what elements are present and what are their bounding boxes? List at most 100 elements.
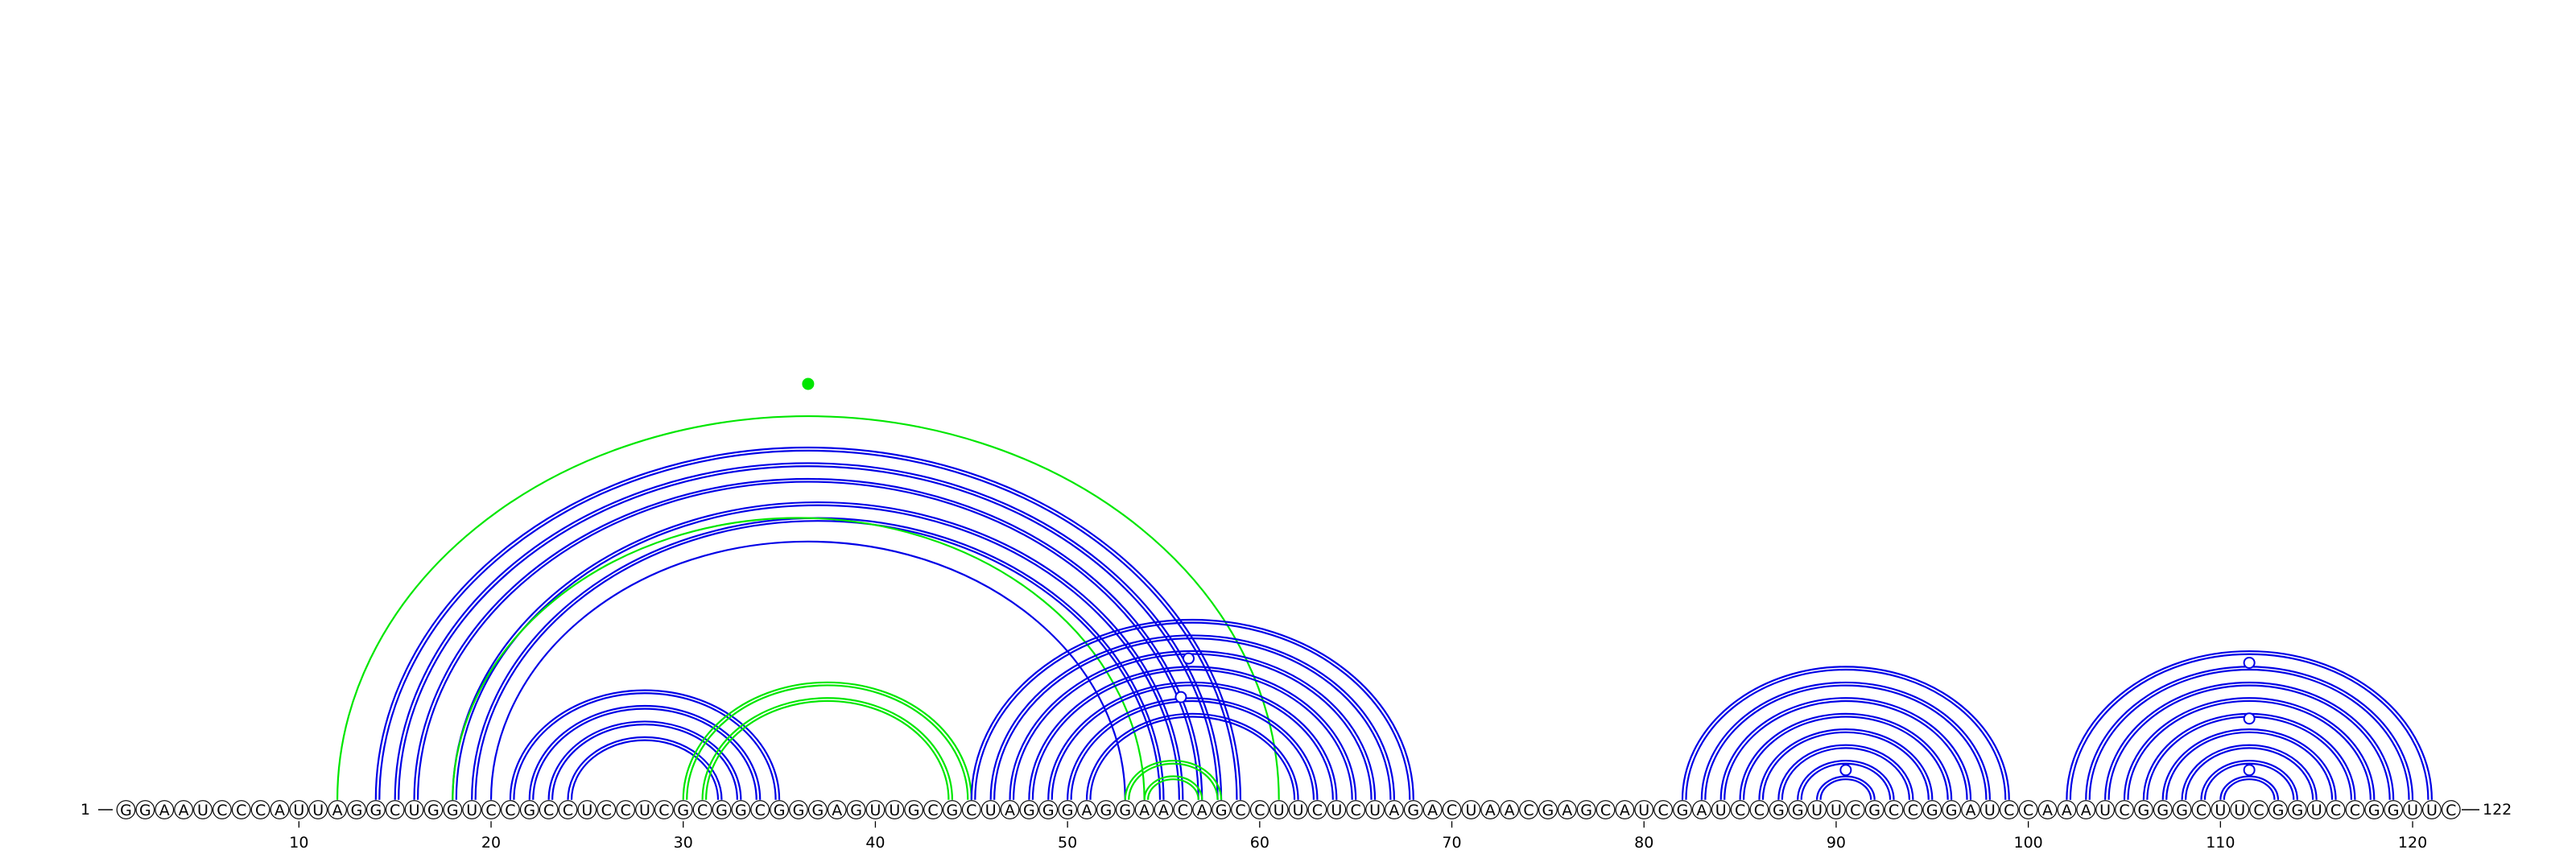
nucleotide-104: U (2099, 802, 2111, 819)
base-pair-arc-31-44 (701, 697, 954, 800)
nucleotide-circle-64 (1327, 800, 1347, 819)
nucleotide-114: G (2291, 802, 2303, 819)
nucleotide-64: U (1331, 802, 1342, 819)
nucleotide-38: A (832, 802, 842, 819)
nucleotide-121: U (2426, 802, 2438, 819)
nucleotide-circle-112 (2249, 800, 2268, 819)
nucleotide-circle-37 (807, 800, 828, 819)
nucleotide-circle-108 (2172, 800, 2192, 819)
nucleotide-circle-29 (654, 800, 674, 819)
nucleotide-circle-12 (328, 800, 347, 819)
nucleotide-30: G (677, 802, 689, 819)
nucleotide-circle-78 (1596, 800, 1616, 819)
nucleotide-48: G (1023, 802, 1035, 819)
nucleotide-52: G (1100, 802, 1113, 819)
tick-label-110: 110 (2206, 834, 2235, 852)
nucleotide-circle-109 (2191, 800, 2211, 819)
nucleotide-circle-76 (1557, 800, 1577, 819)
nucleotide-circle-54 (1134, 800, 1154, 819)
nucleotide-circle-21 (501, 800, 520, 819)
nucleotide-14: G (369, 802, 382, 819)
nucleotide-circle-81 (1653, 800, 1674, 819)
arc-marker-4 (1839, 764, 1852, 777)
nucleotide-39: G (850, 802, 862, 819)
nucleotide-15: C (390, 802, 400, 819)
nucleotide-circle-59 (1231, 800, 1250, 819)
nucleotide-circle-6 (212, 800, 232, 819)
nucleotide-circle-93 (1884, 800, 1904, 819)
base-pair-arc-82-99 (1681, 666, 2010, 800)
nucleotide-65: C (1351, 802, 1361, 819)
base-pair-arc-107-116 (2161, 728, 2337, 800)
nucleotide-circle-31 (692, 800, 712, 819)
nucleotide-102: A (2062, 802, 2072, 819)
nucleotide-108: G (2176, 802, 2188, 819)
nucleotide-35: G (774, 802, 786, 819)
base-pair-arc-110-113-inner (2223, 778, 2276, 800)
nucleotide-circle-77 (1576, 800, 1596, 819)
nucleotide-5: U (197, 802, 208, 819)
base-pair-arc-89-92 (1815, 775, 1876, 800)
nucleotide-116: C (2330, 802, 2341, 819)
nucleotide-40: U (869, 802, 881, 819)
nucleotide-circle-11 (308, 800, 328, 819)
nucleotide-circle-17 (423, 800, 444, 819)
nucleotide-21: C (505, 802, 515, 819)
nucleotide-circle-110 (2211, 800, 2231, 819)
base-pair-arc-110-113 (2219, 775, 2280, 800)
base-pair-arc-103-120-inner (2088, 668, 2410, 800)
nucleotide-77: G (1580, 802, 1592, 819)
nucleotide-circle-48 (1019, 800, 1039, 819)
base-pair-arc-23-33-inner (551, 724, 738, 800)
nucleotide-circle-50 (1058, 800, 1078, 819)
nucleotide-109: C (2196, 802, 2207, 819)
base-pair-arc-47-66 (1009, 650, 1377, 800)
nucleotide-122: C (2446, 802, 2456, 819)
nucleotide-59: C (1235, 802, 1245, 819)
nucleotide-circle-106 (2133, 800, 2153, 819)
nucleotide-19: U (466, 802, 477, 819)
nucleotide-circle-88 (1788, 800, 1808, 819)
base-pair-arc-86-95-inner (1761, 731, 1930, 800)
nucleotide-circle-74 (1519, 800, 1538, 819)
nucleotide-86: C (1754, 802, 1765, 819)
nucleotide-circle-116 (2326, 800, 2346, 819)
nucleotide-120: U (2407, 802, 2418, 819)
nucleotide-56: C (1178, 802, 1188, 819)
nucleotide-circle-26 (597, 800, 617, 819)
nucleotide-circle-63 (1307, 800, 1327, 819)
nucleotide-34: C (755, 802, 766, 819)
nucleotide-10: U (293, 802, 304, 819)
nucleotide-68: G (1407, 802, 1419, 819)
nucleotide-82: G (1677, 802, 1689, 819)
nucleotide-37: G (811, 802, 824, 819)
nucleotide-circle-107 (2153, 800, 2173, 819)
nucleotide-circle-89 (1807, 800, 1827, 819)
nucleotide-89: U (1811, 802, 1823, 819)
nucleotide-circle-83 (1691, 800, 1711, 819)
nucleotide-12: A (332, 802, 343, 819)
nucleotide-circle-95 (1922, 800, 1942, 819)
nucleotide-117: C (2350, 802, 2360, 819)
tick-label-100: 100 (2013, 834, 2042, 852)
nucleotide-circle-94 (1903, 800, 1923, 819)
nucleotide-circle-118 (2364, 800, 2384, 819)
nucleotide-85: C (1735, 802, 1745, 819)
base-pair-arc-105-118-inner (2127, 699, 2372, 800)
nucleotide-circle-36 (789, 800, 808, 819)
nucleotide-circle-51 (1077, 800, 1096, 819)
nucleotide-circle-1 (116, 800, 136, 819)
nucleotide-96: G (1946, 802, 1958, 819)
nucleotide-circle-96 (1942, 800, 1962, 819)
nucleotide-circle-15 (385, 800, 405, 819)
nucleotide-95: G (1926, 802, 1938, 819)
nucleotide-circle-60 (1249, 800, 1269, 819)
nucleotide-circle-68 (1403, 800, 1423, 819)
arc-marker-7 (2243, 764, 2256, 777)
nucleotide-circle-30 (673, 800, 693, 819)
nucleotide-circle-101 (2037, 800, 2058, 819)
nucleotide-circle-71 (1461, 800, 1481, 819)
base-pair-arc-31-44-inner (705, 699, 950, 800)
nucleotide-99: C (2004, 802, 2014, 819)
